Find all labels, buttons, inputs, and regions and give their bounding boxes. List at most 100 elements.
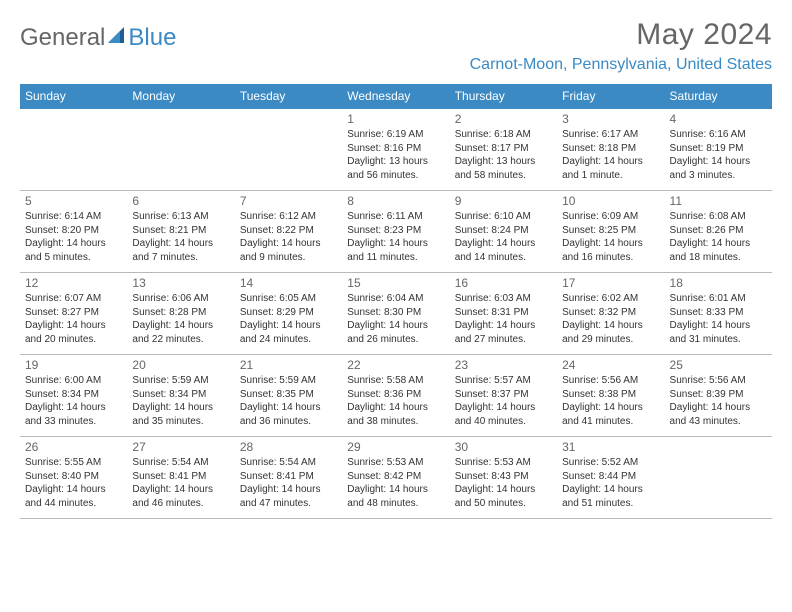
calendar-day-cell: 29 Sunrise: 5:53 AMSunset: 8:42 PMDayligh… bbox=[342, 437, 449, 519]
day-number: 17 bbox=[562, 276, 659, 290]
day-info: Sunrise: 6:02 AMSunset: 8:32 PMDaylight:… bbox=[562, 292, 659, 346]
day-info: Sunrise: 6:14 AMSunset: 8:20 PMDaylight:… bbox=[25, 210, 122, 264]
day-number: 24 bbox=[562, 358, 659, 372]
sunrise-text: Sunrise: 5:57 AM bbox=[455, 374, 552, 388]
sunset-text: Sunset: 8:43 PM bbox=[455, 470, 552, 484]
day-info: Sunrise: 5:58 AMSunset: 8:36 PMDaylight:… bbox=[347, 374, 444, 428]
day-number: 6 bbox=[132, 194, 229, 208]
day-number: 10 bbox=[562, 194, 659, 208]
day-number: 12 bbox=[25, 276, 122, 290]
weekday-header: Saturday bbox=[665, 84, 772, 109]
daylight-text: Daylight: 14 hours and 47 minutes. bbox=[240, 483, 337, 510]
sunset-text: Sunset: 8:26 PM bbox=[670, 224, 767, 238]
sunrise-text: Sunrise: 5:53 AM bbox=[347, 456, 444, 470]
day-info: Sunrise: 6:01 AMSunset: 8:33 PMDaylight:… bbox=[670, 292, 767, 346]
title-block: May 2024 Carnot-Moon, Pennsylvania, Unit… bbox=[470, 18, 772, 74]
sunset-text: Sunset: 8:32 PM bbox=[562, 306, 659, 320]
daylight-text: Daylight: 14 hours and 7 minutes. bbox=[132, 237, 229, 264]
daylight-text: Daylight: 14 hours and 22 minutes. bbox=[132, 319, 229, 346]
day-number: 30 bbox=[455, 440, 552, 454]
sunset-text: Sunset: 8:29 PM bbox=[240, 306, 337, 320]
sunrise-text: Sunrise: 5:52 AM bbox=[562, 456, 659, 470]
day-number: 31 bbox=[562, 440, 659, 454]
calendar-day-cell: 25Sunrise: 5:56 AMSunset: 8:39 PMDayligh… bbox=[665, 355, 772, 437]
day-number: 29 bbox=[347, 440, 444, 454]
sunrise-text: Sunrise: 6:03 AM bbox=[455, 292, 552, 306]
calendar-day-cell: 2 Sunrise: 6:18 AMSunset: 8:17 PMDaylight… bbox=[450, 109, 557, 191]
daylight-text: Daylight: 14 hours and 41 minutes. bbox=[562, 401, 659, 428]
day-info: Sunrise: 6:07 AMSunset: 8:27 PMDaylight:… bbox=[25, 292, 122, 346]
calendar-week-row: 12 Sunrise: 6:07 AMSunset: 8:27 PMDayligh… bbox=[20, 273, 772, 355]
calendar-day-cell: 21Sunrise: 5:59 AMSunset: 8:35 PMDayligh… bbox=[235, 355, 342, 437]
sunrise-text: Sunrise: 6:02 AM bbox=[562, 292, 659, 306]
sunrise-text: Sunrise: 6:14 AM bbox=[25, 210, 122, 224]
calendar-day-cell: 11Sunrise: 6:08 AMSunset: 8:26 PMDayligh… bbox=[665, 191, 772, 273]
sunset-text: Sunset: 8:20 PM bbox=[25, 224, 122, 238]
day-number: 20 bbox=[132, 358, 229, 372]
day-info: Sunrise: 6:06 AMSunset: 8:28 PMDaylight:… bbox=[132, 292, 229, 346]
sunset-text: Sunset: 8:36 PM bbox=[347, 388, 444, 402]
calendar-week-row: 1Sunrise: 6:19 AMSunset: 8:16 PMDaylight… bbox=[20, 109, 772, 191]
sunrise-text: Sunrise: 5:54 AM bbox=[240, 456, 337, 470]
day-number: 7 bbox=[240, 194, 337, 208]
calendar-day-cell: 30Sunrise: 5:53 AMSunset: 8:43 PMDayligh… bbox=[450, 437, 557, 519]
daylight-text: Daylight: 14 hours and 1 minute. bbox=[562, 155, 659, 182]
day-info: Sunrise: 6:03 AMSunset: 8:31 PMDaylight:… bbox=[455, 292, 552, 346]
sunrise-text: Sunrise: 6:04 AM bbox=[347, 292, 444, 306]
sunset-text: Sunset: 8:39 PM bbox=[670, 388, 767, 402]
sunset-text: Sunset: 8:17 PM bbox=[455, 142, 552, 156]
sunset-text: Sunset: 8:42 PM bbox=[347, 470, 444, 484]
calendar-day-cell: 9Sunrise: 6:10 AMSunset: 8:24 PMDaylight… bbox=[450, 191, 557, 273]
calendar-day-cell: 23Sunrise: 5:57 AMSunset: 8:37 PMDayligh… bbox=[450, 355, 557, 437]
daylight-text: Daylight: 14 hours and 48 minutes. bbox=[347, 483, 444, 510]
weekday-header: Monday bbox=[127, 84, 234, 109]
daylight-text: Daylight: 13 hours and 58 minutes. bbox=[455, 155, 552, 182]
day-info: Sunrise: 5:59 AMSunset: 8:34 PMDaylight:… bbox=[132, 374, 229, 428]
day-info: Sunrise: 6:18 AMSunset: 8:17 PMDaylight:… bbox=[455, 128, 552, 182]
day-number: 22 bbox=[347, 358, 444, 372]
day-info: Sunrise: 5:59 AMSunset: 8:35 PMDaylight:… bbox=[240, 374, 337, 428]
calendar-day-cell bbox=[20, 109, 127, 191]
day-info: Sunrise: 5:55 AMSunset: 8:40 PMDaylight:… bbox=[25, 456, 122, 510]
sunrise-text: Sunrise: 5:55 AM bbox=[25, 456, 122, 470]
day-info: Sunrise: 6:11 AMSunset: 8:23 PMDaylight:… bbox=[347, 210, 444, 264]
daylight-text: Daylight: 14 hours and 40 minutes. bbox=[455, 401, 552, 428]
day-number: 27 bbox=[132, 440, 229, 454]
daylight-text: Daylight: 14 hours and 9 minutes. bbox=[240, 237, 337, 264]
calendar-day-cell: 19Sunrise: 6:00 AMSunset: 8:34 PMDayligh… bbox=[20, 355, 127, 437]
day-number: 2 bbox=[455, 112, 552, 126]
day-info: Sunrise: 5:53 AMSunset: 8:42 PMDaylight:… bbox=[347, 456, 444, 510]
daylight-text: Daylight: 13 hours and 56 minutes. bbox=[347, 155, 444, 182]
sunrise-text: Sunrise: 6:13 AM bbox=[132, 210, 229, 224]
daylight-text: Daylight: 14 hours and 20 minutes. bbox=[25, 319, 122, 346]
daylight-text: Daylight: 14 hours and 36 minutes. bbox=[240, 401, 337, 428]
day-info: Sunrise: 6:00 AMSunset: 8:34 PMDaylight:… bbox=[25, 374, 122, 428]
sunrise-text: Sunrise: 6:09 AM bbox=[562, 210, 659, 224]
logo-text-blue: Blue bbox=[128, 24, 176, 52]
day-number: 11 bbox=[670, 194, 767, 208]
sunset-text: Sunset: 8:21 PM bbox=[132, 224, 229, 238]
daylight-text: Daylight: 14 hours and 27 minutes. bbox=[455, 319, 552, 346]
day-number: 4 bbox=[670, 112, 767, 126]
daylight-text: Daylight: 14 hours and 3 minutes. bbox=[670, 155, 767, 182]
calendar-day-cell: 28Sunrise: 5:54 AMSunset: 8:41 PMDayligh… bbox=[235, 437, 342, 519]
calendar-day-cell: 17 Sunrise: 6:02 AMSunset: 8:32 PMDayligh… bbox=[557, 273, 664, 355]
daylight-text: Daylight: 14 hours and 44 minutes. bbox=[25, 483, 122, 510]
sunset-text: Sunset: 8:40 PM bbox=[25, 470, 122, 484]
day-number: 13 bbox=[132, 276, 229, 290]
day-number: 1 bbox=[347, 112, 444, 126]
daylight-text: Daylight: 14 hours and 14 minutes. bbox=[455, 237, 552, 264]
day-number: 18 bbox=[670, 276, 767, 290]
daylight-text: Daylight: 14 hours and 31 minutes. bbox=[670, 319, 767, 346]
calendar-day-cell: 26Sunrise: 5:55 AMSunset: 8:40 PMDayligh… bbox=[20, 437, 127, 519]
sunrise-text: Sunrise: 6:01 AM bbox=[670, 292, 767, 306]
calendar-day-cell: 18 Sunrise: 6:01 AMSunset: 8:33 PMDayligh… bbox=[665, 273, 772, 355]
day-info: Sunrise: 6:12 AMSunset: 8:22 PMDaylight:… bbox=[240, 210, 337, 264]
day-info: Sunrise: 6:17 AMSunset: 8:18 PMDaylight:… bbox=[562, 128, 659, 182]
sunset-text: Sunset: 8:44 PM bbox=[562, 470, 659, 484]
sunrise-text: Sunrise: 5:58 AM bbox=[347, 374, 444, 388]
day-number: 8 bbox=[347, 194, 444, 208]
sunset-text: Sunset: 8:30 PM bbox=[347, 306, 444, 320]
daylight-text: Daylight: 14 hours and 51 minutes. bbox=[562, 483, 659, 510]
sunset-text: Sunset: 8:31 PM bbox=[455, 306, 552, 320]
